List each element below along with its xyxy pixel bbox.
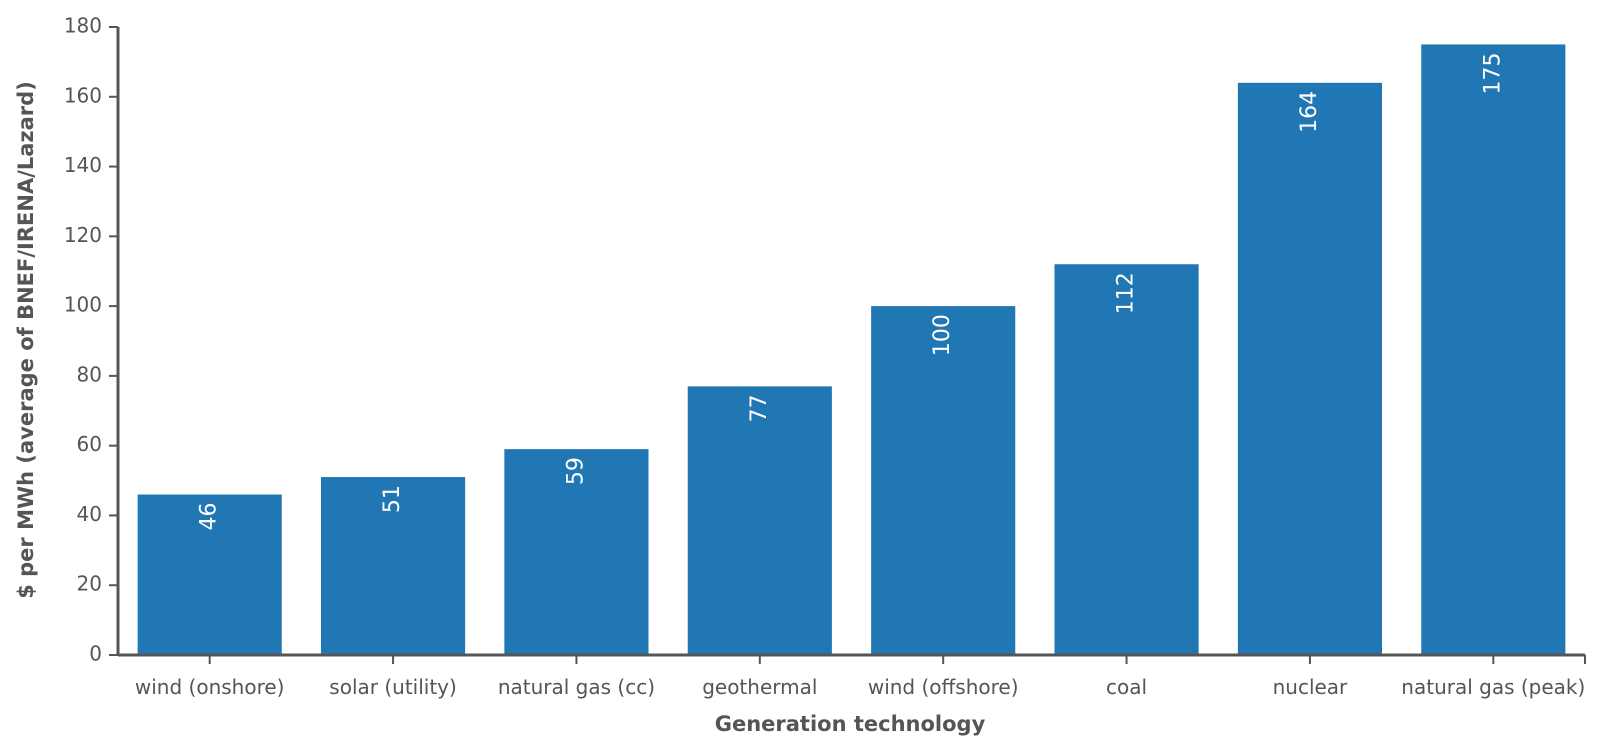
bar-value-label: 100 bbox=[930, 314, 955, 356]
bar-value-label: 112 bbox=[1114, 272, 1139, 314]
x-axis-title: Generation technology bbox=[715, 712, 986, 736]
y-tick-label: 80 bbox=[77, 362, 102, 386]
bar-value-label: 59 bbox=[563, 457, 588, 485]
x-tick-label: coal bbox=[1106, 675, 1147, 699]
x-tick-label: solar (utility) bbox=[329, 675, 457, 699]
bar bbox=[1237, 82, 1383, 656]
bar-value-label: 175 bbox=[1480, 52, 1505, 94]
bar-value-label: 164 bbox=[1297, 91, 1322, 133]
x-tick-label: nuclear bbox=[1273, 675, 1348, 699]
bar-value-label: 46 bbox=[197, 503, 222, 531]
bars-group bbox=[137, 44, 1566, 656]
bar bbox=[137, 494, 282, 655]
bar bbox=[320, 477, 466, 655]
x-tick-label: natural gas (cc) bbox=[498, 675, 655, 699]
y-tick-label: 120 bbox=[64, 223, 102, 247]
x-tick-label: natural gas (peak) bbox=[1401, 675, 1585, 699]
bar bbox=[871, 306, 1016, 655]
x-tick-label: wind (onshore) bbox=[135, 675, 285, 699]
bar bbox=[1421, 44, 1566, 655]
bar-value-label: 51 bbox=[380, 485, 405, 513]
bar bbox=[504, 449, 649, 655]
x-tick-label: geothermal bbox=[702, 675, 817, 699]
x-axis: wind (onshore) solar (utility) natural gas… bbox=[118, 653, 1586, 699]
y-tick-label: 0 bbox=[89, 642, 102, 666]
y-tick-label: 160 bbox=[64, 83, 102, 107]
y-tick-label: 100 bbox=[64, 293, 102, 317]
y-tick-label: 180 bbox=[64, 14, 102, 38]
bar bbox=[1054, 264, 1199, 655]
bar bbox=[687, 386, 832, 655]
x-tick-label: wind (offshore) bbox=[868, 675, 1019, 699]
bar-value-label: 77 bbox=[747, 394, 772, 422]
y-tick-label: 140 bbox=[64, 153, 102, 177]
y-tick-label: 20 bbox=[77, 572, 102, 596]
y-tick-label: 40 bbox=[77, 502, 102, 526]
y-axis: 0 20 40 60 80 100 120 140 160 180 bbox=[64, 14, 120, 666]
y-tick-label: 60 bbox=[77, 432, 102, 456]
bar-labels-group: 46 51 59 77 100 112 164 175 bbox=[197, 52, 1506, 530]
y-axis-title: $ per MWh (average of BNEF/IRENA/Lazard) bbox=[14, 81, 38, 599]
